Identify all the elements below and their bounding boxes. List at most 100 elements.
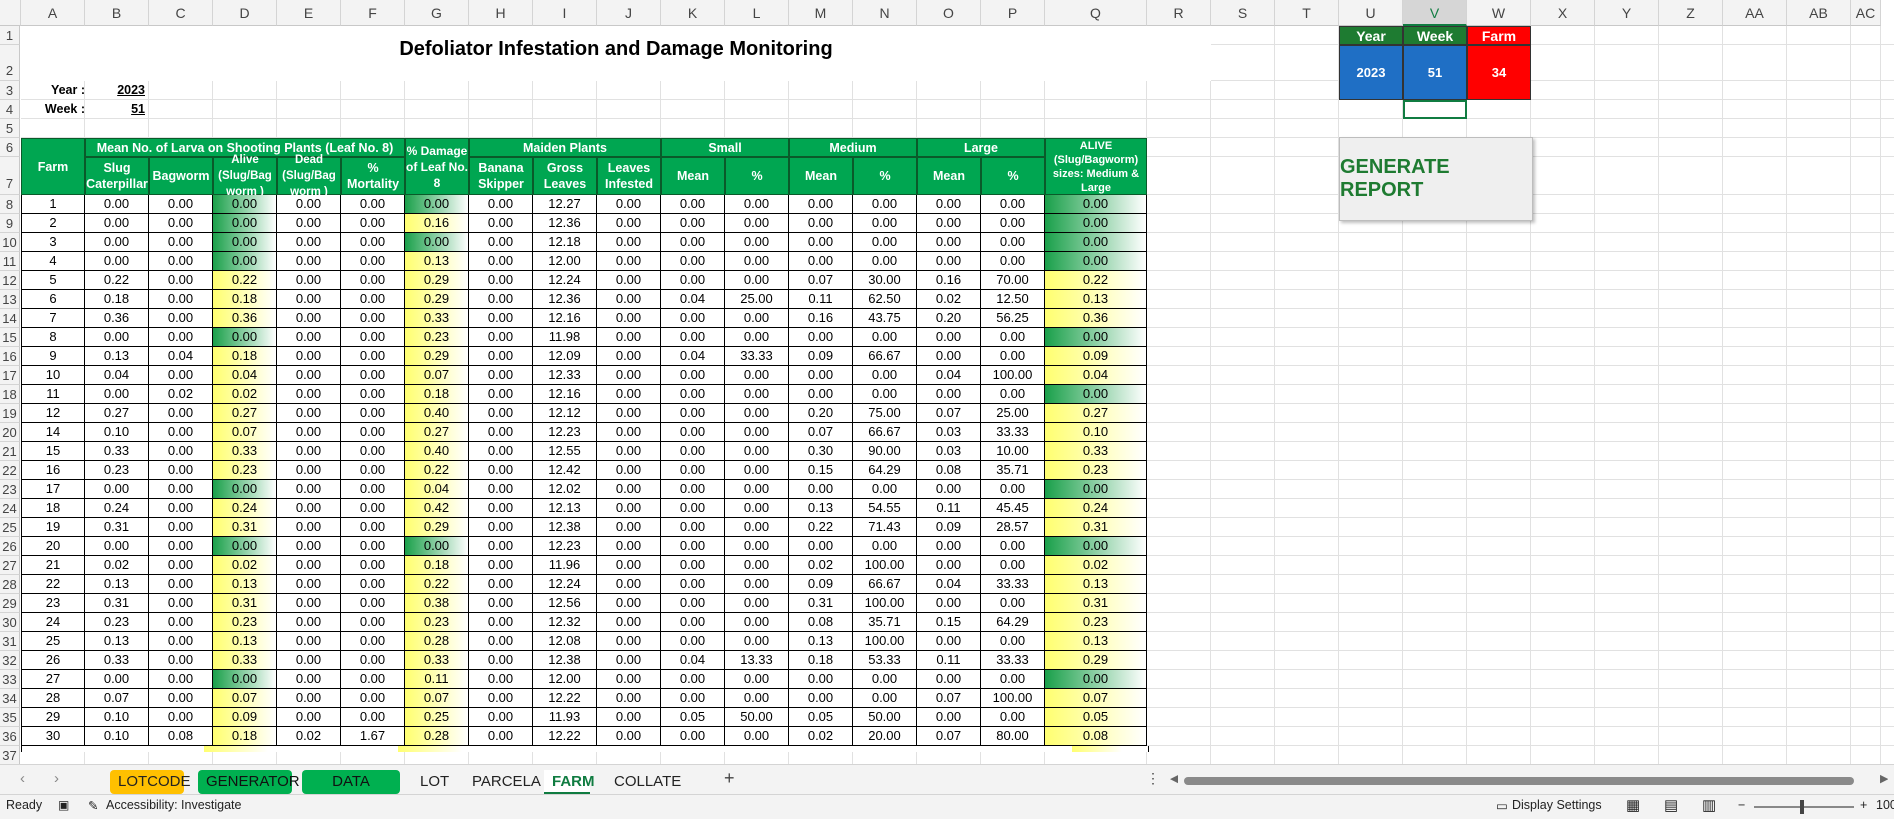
sheet-tab-generator[interactable]: GENERATOR xyxy=(198,770,300,794)
scroll-left-icon[interactable]: ◀ xyxy=(1170,773,1179,785)
column-header-t[interactable]: T xyxy=(1275,0,1339,26)
row-header-14[interactable]: 14 xyxy=(0,309,20,328)
row-header-12[interactable]: 12 xyxy=(0,271,20,290)
column-header-e[interactable]: E xyxy=(277,0,341,26)
scroll-right-icon[interactable]: ▶ xyxy=(1880,773,1889,785)
table-cell: 0.18 xyxy=(213,347,277,366)
column-header-a[interactable]: A xyxy=(21,0,85,26)
row-header-27[interactable]: 27 xyxy=(0,556,20,575)
sheet-tab-parcela[interactable]: PARCELA xyxy=(472,773,541,790)
tab-scroll-right-icon[interactable]: › xyxy=(54,770,59,787)
generate-report-button[interactable]: GENERATE REPORT xyxy=(1339,137,1533,221)
tab-scroll-left-icon[interactable]: ‹ xyxy=(20,770,25,787)
sheet-tab-lot[interactable]: LOT xyxy=(420,773,450,790)
row-header-15[interactable]: 15 xyxy=(0,328,20,347)
column-header-y[interactable]: Y xyxy=(1595,0,1659,26)
column-header-p[interactable]: P xyxy=(981,0,1045,26)
column-header-b[interactable]: B xyxy=(85,0,149,26)
table-cell: 0.31 xyxy=(85,594,149,613)
sheet-tab-farm[interactable]: FARM xyxy=(544,770,595,794)
row-header-6[interactable]: 6 xyxy=(0,138,20,157)
zoom-in-icon[interactable]: + xyxy=(1860,798,1868,812)
row-header-1[interactable]: 1 xyxy=(0,26,20,45)
column-header-f[interactable]: F xyxy=(341,0,405,26)
macro-record-icon[interactable]: ▣ xyxy=(58,798,70,812)
row-header-36[interactable]: 36 xyxy=(0,727,20,746)
column-header-z[interactable]: Z xyxy=(1659,0,1723,26)
column-header-r[interactable]: R xyxy=(1147,0,1211,26)
row-header-24[interactable]: 24 xyxy=(0,499,20,518)
row-header-11[interactable]: 11 xyxy=(0,252,20,271)
table-cell: 80.00 xyxy=(981,727,1045,746)
row-header-21[interactable]: 21 xyxy=(0,442,20,461)
accessibility-icon[interactable]: ✎ xyxy=(88,799,99,813)
column-header-u[interactable]: U xyxy=(1339,0,1403,26)
column-header-w[interactable]: W xyxy=(1467,0,1531,26)
page-layout-icon[interactable]: ▤ xyxy=(1664,797,1679,814)
selected-cell[interactable] xyxy=(1403,100,1467,119)
row-header-28[interactable]: 28 xyxy=(0,575,20,594)
row-header-30[interactable]: 30 xyxy=(0,613,20,632)
zoom-slider-thumb[interactable] xyxy=(1800,800,1804,814)
page-break-icon[interactable]: ▥ xyxy=(1702,797,1717,814)
column-header-q[interactable]: Q xyxy=(1045,0,1147,26)
row-header-4[interactable]: 4 xyxy=(0,100,20,119)
column-header-i[interactable]: I xyxy=(533,0,597,26)
row-header-5[interactable]: 5 xyxy=(0,119,20,138)
tab-options-icon[interactable]: ⋮ xyxy=(1146,770,1160,786)
row-header-34[interactable]: 34 xyxy=(0,689,20,708)
column-header-ac[interactable]: AC xyxy=(1851,0,1881,26)
sheet-tab-lotcode[interactable]: LOTCODE xyxy=(110,770,191,794)
row-header-18[interactable]: 18 xyxy=(0,385,20,404)
column-header-l[interactable]: L xyxy=(725,0,789,26)
accessibility-status[interactable]: Accessibility: Investigate xyxy=(106,798,242,812)
column-header-c[interactable]: C xyxy=(149,0,213,26)
row-header-9[interactable]: 9 xyxy=(0,214,20,233)
column-header-k[interactable]: K xyxy=(661,0,725,26)
scrollbar-thumb[interactable] xyxy=(1184,777,1854,785)
row-header-2[interactable]: 2 xyxy=(0,45,20,81)
row-header-23[interactable]: 23 xyxy=(0,480,20,499)
row-header-7[interactable]: 7 xyxy=(0,157,20,195)
sheet-tab-collate[interactable]: COLLATE xyxy=(614,773,682,790)
row-header-26[interactable]: 26 xyxy=(0,537,20,556)
column-header-aa[interactable]: AA xyxy=(1723,0,1787,26)
row-header-22[interactable]: 22 xyxy=(0,461,20,480)
row-header-32[interactable]: 32 xyxy=(0,651,20,670)
row-header-8[interactable]: 8 xyxy=(0,195,20,214)
zoom-out-icon[interactable]: − xyxy=(1738,798,1746,812)
column-header-s[interactable]: S xyxy=(1211,0,1275,26)
row-header-13[interactable]: 13 xyxy=(0,290,20,309)
row-header-31[interactable]: 31 xyxy=(0,632,20,651)
display-settings-button[interactable]: Display Settings xyxy=(1512,798,1602,812)
column-header-o[interactable]: O xyxy=(917,0,981,26)
column-header-d[interactable]: D xyxy=(213,0,277,26)
row-header-25[interactable]: 25 xyxy=(0,518,20,537)
row-header-20[interactable]: 20 xyxy=(0,423,20,442)
row-header-16[interactable]: 16 xyxy=(0,347,20,366)
column-header-j[interactable]: J xyxy=(597,0,661,26)
display-settings-icon[interactable]: ▭ xyxy=(1496,799,1508,813)
column-header-v[interactable]: V xyxy=(1403,0,1467,26)
add-sheet-icon[interactable]: + xyxy=(724,768,735,788)
row-header-29[interactable]: 29 xyxy=(0,594,20,613)
zoom-level[interactable]: 100% xyxy=(1876,798,1894,812)
column-header-n[interactable]: N xyxy=(853,0,917,26)
select-all-corner[interactable] xyxy=(0,0,21,26)
row-header-33[interactable]: 33 xyxy=(0,670,20,689)
sheet-tab-data-entry[interactable]: DATA ENTRY xyxy=(302,770,400,814)
table-cell: 0.00 xyxy=(597,328,661,347)
row-header-17[interactable]: 17 xyxy=(0,366,20,385)
column-header-h[interactable]: H xyxy=(469,0,533,26)
row-header-10[interactable]: 10 xyxy=(0,233,20,252)
row-header-3[interactable]: 3 xyxy=(0,81,20,100)
column-header-m[interactable]: M xyxy=(789,0,853,26)
row-header-37[interactable]: 37 xyxy=(0,746,20,765)
row-header-19[interactable]: 19 xyxy=(0,404,20,423)
row-header-35[interactable]: 35 xyxy=(0,708,20,727)
column-header-ab[interactable]: AB xyxy=(1787,0,1851,26)
column-header-g[interactable]: G xyxy=(405,0,469,26)
normal-view-icon[interactable]: ▦ xyxy=(1626,797,1641,814)
zoom-slider[interactable] xyxy=(1754,806,1854,808)
column-header-x[interactable]: X xyxy=(1531,0,1595,26)
